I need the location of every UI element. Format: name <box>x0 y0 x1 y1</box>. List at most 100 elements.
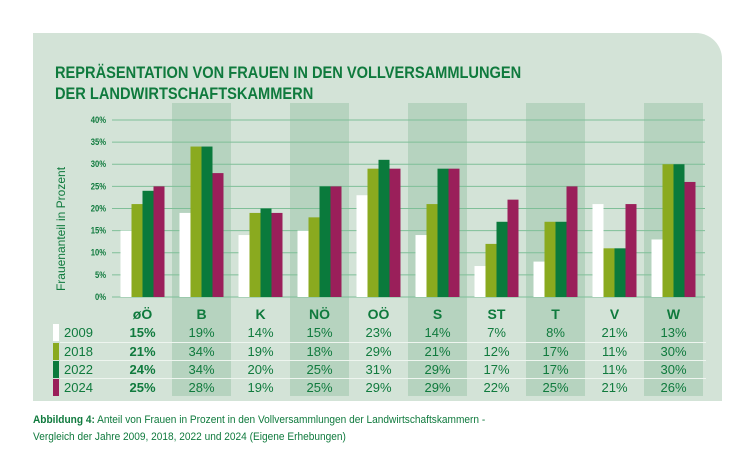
bar-V-2024 <box>625 204 637 297</box>
bar-ST-2018 <box>485 243 497 297</box>
bar-øÖ-2009 <box>120 230 132 297</box>
bar-S-2009 <box>415 235 427 297</box>
caption-line-2: Vergleich der Jahre 2009, 2018, 2022 und… <box>33 431 346 443</box>
y-tick-label: 15% <box>91 225 107 236</box>
table-cell: 20% <box>247 362 274 377</box>
row-separator <box>60 342 706 343</box>
legend-label-2024: 2024 <box>64 380 93 395</box>
table-cell: 21% <box>129 344 156 359</box>
bar-B-2009 <box>179 212 191 297</box>
table-cell: 30% <box>660 362 687 377</box>
table-cell: 12% <box>483 344 510 359</box>
table-cell: 8% <box>546 325 565 340</box>
table-cell: 28% <box>188 380 215 395</box>
bar-V-2022 <box>614 248 626 297</box>
column-header-S: S <box>432 306 443 322</box>
column-header-V: V <box>609 306 620 322</box>
table-cell: 18% <box>306 344 333 359</box>
bar-T-2024 <box>566 186 578 297</box>
bar-øÖ-2022 <box>142 190 154 297</box>
table-cell: 19% <box>247 344 274 359</box>
bar-NÖ-2009 <box>297 230 309 297</box>
column-header-K: K <box>255 306 266 322</box>
table-cell: 21% <box>601 380 628 395</box>
column-header-T: T <box>551 306 560 322</box>
column-header-øÖ: øÖ <box>132 306 153 322</box>
bar-NÖ-2022 <box>319 186 331 297</box>
table-cell: 31% <box>365 362 392 377</box>
table-cell: 21% <box>424 344 451 359</box>
bar-T-2009 <box>533 261 545 297</box>
table-cell: 7% <box>487 325 506 340</box>
table-cell: 25% <box>306 362 333 377</box>
table-cell: 11% <box>601 344 628 359</box>
bar-V-2018 <box>603 248 615 297</box>
column-header-B: B <box>196 306 207 322</box>
bar-W-2009 <box>651 239 663 297</box>
bar-OÖ-2009 <box>356 195 368 297</box>
table-cell: 24% <box>129 362 156 377</box>
table-cell: 25% <box>129 380 156 395</box>
bar-B-2022 <box>201 146 213 297</box>
table-cell: 19% <box>188 325 215 340</box>
bar-øÖ-2024 <box>153 186 165 297</box>
bar-W-2018 <box>662 164 674 297</box>
bar-NÖ-2024 <box>330 186 342 297</box>
y-axis-label: Frauenanteil in Prozent <box>54 166 68 292</box>
row-separator <box>60 378 706 379</box>
legend-label-2018: 2018 <box>64 344 93 359</box>
bar-K-2009 <box>238 235 250 297</box>
table-cell: 15% <box>129 325 156 340</box>
bar-W-2022 <box>673 164 685 297</box>
bar-OÖ-2018 <box>367 168 379 297</box>
caption-line-1: Anteil von Frauen in Prozent in den Voll… <box>94 414 486 426</box>
table-cell: 19% <box>247 380 274 395</box>
bar-S-2022 <box>437 168 449 297</box>
chart-title: REPRÄSENTATION VON FRAUEN IN DEN VOLLVER… <box>55 62 521 104</box>
y-tick-label: 0% <box>95 291 107 302</box>
bar-B-2024 <box>212 173 224 297</box>
y-tick-label: 40% <box>91 114 107 125</box>
table-cell: 34% <box>188 344 215 359</box>
bar-K-2024 <box>271 212 283 297</box>
table-cell: 29% <box>365 344 392 359</box>
table-cell: 26% <box>660 380 687 395</box>
bar-øÖ-2018 <box>131 204 143 297</box>
bar-OÖ-2022 <box>378 159 390 297</box>
y-tick-label: 20% <box>91 203 107 214</box>
y-tick-label: 30% <box>91 159 107 170</box>
legend-label-2022: 2022 <box>64 362 93 377</box>
legend-swatch-2024 <box>53 379 59 396</box>
table-cell: 14% <box>424 325 451 340</box>
caption-label: Abbildung 4: <box>33 414 95 426</box>
bar-ST-2009 <box>474 266 486 297</box>
table-cell: 17% <box>542 344 569 359</box>
legend-label-2009: 2009 <box>64 325 93 340</box>
y-tick-label: 25% <box>91 181 107 192</box>
bar-W-2024 <box>684 181 696 297</box>
bar-NÖ-2018 <box>308 217 320 297</box>
table-cell: 14% <box>247 325 274 340</box>
table-cell: 22% <box>483 380 510 395</box>
bar-T-2018 <box>544 221 556 297</box>
bar-K-2018 <box>249 212 261 297</box>
column-header-W: W <box>666 306 681 322</box>
bar-T-2022 <box>555 221 567 297</box>
bar-K-2022 <box>260 208 272 297</box>
table-cell: 30% <box>660 344 687 359</box>
y-tick-label: 5% <box>95 269 107 280</box>
figure-caption: Abbildung 4: Anteil von Frauen in Prozen… <box>33 412 485 446</box>
title-line-2: DER LANDWIRTSCHAFTSKAMMERN <box>55 84 314 103</box>
table-cell: 15% <box>306 325 333 340</box>
row-separator <box>60 360 706 361</box>
table-cell: 21% <box>601 325 628 340</box>
column-header-OÖ: OÖ <box>367 306 390 322</box>
table-cell: 29% <box>424 380 451 395</box>
table-cell: 34% <box>188 362 215 377</box>
column-header-NÖ: NÖ <box>309 306 330 322</box>
table-cell: 17% <box>542 362 569 377</box>
legend-swatch-2022 <box>53 361 59 378</box>
table-cell: 29% <box>424 362 451 377</box>
bar-V-2009 <box>592 204 604 297</box>
